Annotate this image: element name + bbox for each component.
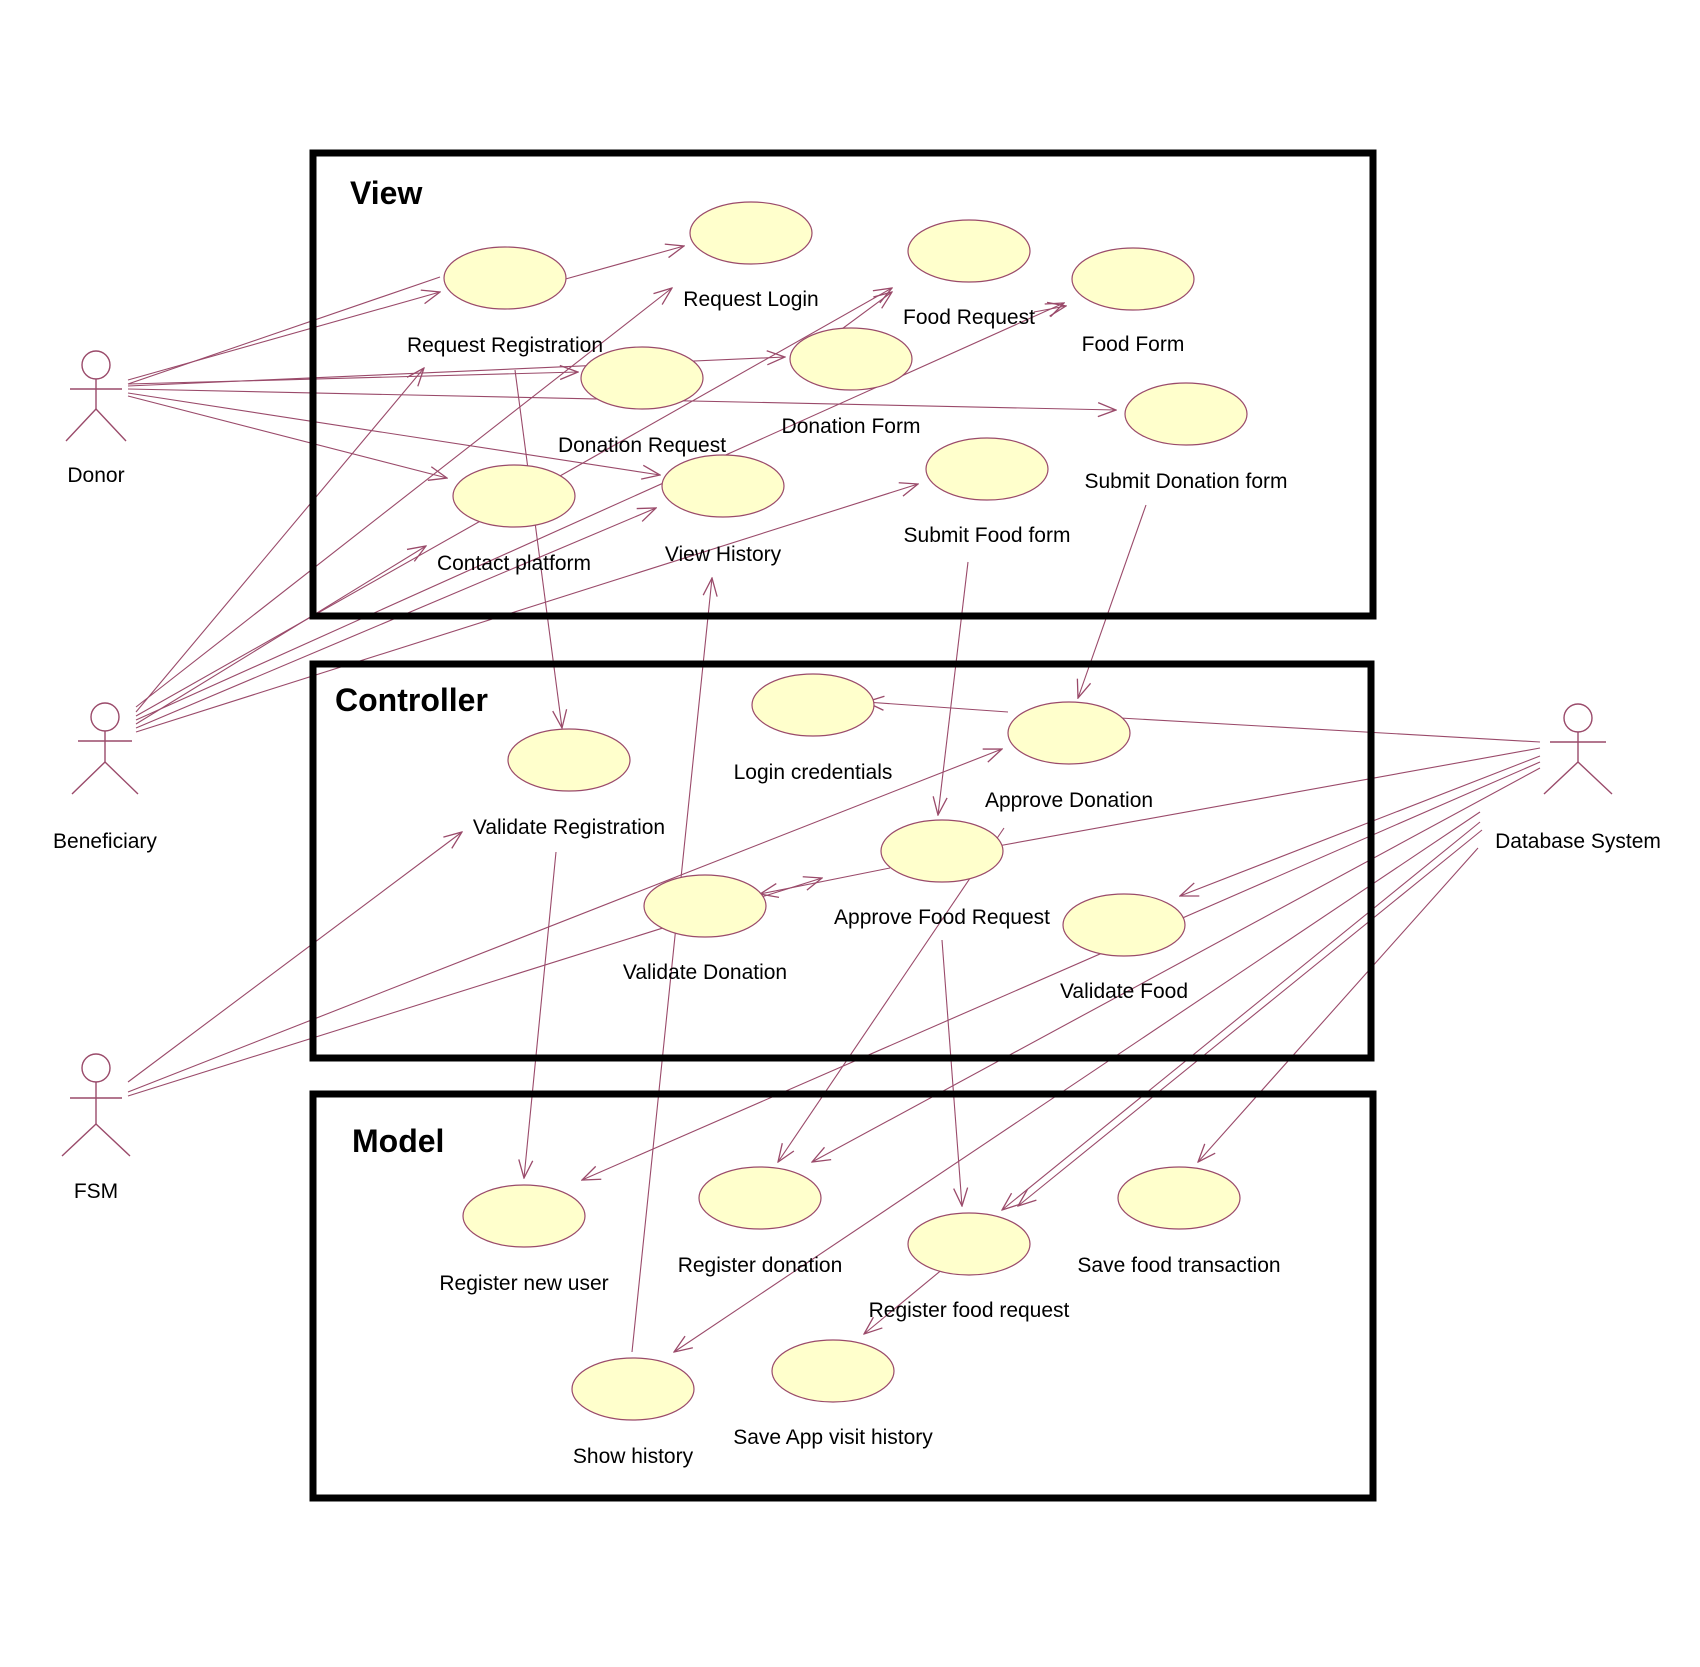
actor-beneficiary[interactable]: Beneficiary — [53, 702, 157, 853]
use-case-save-food-transaction[interactable]: Save food transaction — [1077, 1166, 1281, 1277]
use-case-login-credentials[interactable]: Login credentials — [734, 673, 893, 784]
assoc-beneficiary-request-login — [135, 288, 672, 708]
assoc-donor-request-registration — [127, 292, 440, 381]
use-case-submit-food-form[interactable]: Submit Food form — [904, 437, 1071, 547]
association-lines — [127, 246, 1541, 1353]
use-case-request-registration[interactable]: Request Registration — [407, 246, 603, 357]
incl-approve-food-register-food-request — [941, 939, 962, 1206]
use-case-show-history[interactable]: Show history — [571, 1357, 695, 1468]
incl-approve-food-validate-donation — [760, 867, 891, 894]
use-case-label: Validate Donation — [623, 961, 787, 984]
use-case-label: Register new user — [439, 1272, 608, 1295]
incl-food-request-food-form — [1033, 306, 1066, 312]
use-case-label: Login credentials — [734, 761, 893, 784]
incl-register-food-request-save-visit — [864, 1267, 945, 1334]
use-case-register-new-user[interactable]: Register new user — [439, 1184, 609, 1295]
assoc-beneficiary-food-form — [135, 303, 1064, 721]
use-case-validate-food[interactable]: Validate Food — [1060, 893, 1188, 1003]
actor-donor[interactable]: Donor — [65, 350, 127, 487]
use-case-validate-registration[interactable]: Validate Registration — [473, 728, 665, 839]
incl-submit-food-form-approve-food — [938, 561, 969, 815]
assoc-beneficiary-contact-platform — [135, 546, 426, 725]
incl-submit-donation-approve-donation — [1078, 504, 1147, 698]
package-model: Model — [309, 1090, 1377, 1502]
use-case-label: Food Request — [903, 306, 1035, 329]
actor-label-beneficiary: Beneficiary — [53, 830, 157, 853]
assoc-fsm-approve-donation — [127, 749, 1002, 1093]
use-case-view-history[interactable]: View History — [661, 454, 785, 566]
use-case-label: Request Login — [683, 288, 818, 311]
use-case-request-login[interactable]: Request Login — [683, 201, 819, 311]
package-title-view: View — [350, 175, 422, 211]
assoc-fsm-validate-registration — [127, 832, 462, 1083]
incl-validate-registration-register-user — [524, 851, 557, 1178]
use-case-label: Contact platform — [437, 552, 591, 575]
incl-reqreg-reqlogin — [561, 246, 684, 281]
actor-fsm[interactable]: FSM — [61, 1053, 131, 1203]
assoc-beneficiary-request-registration — [135, 368, 424, 713]
actor-label-donor: Donor — [67, 464, 124, 487]
use-case-save-app-visit-history[interactable]: Save App visit history — [733, 1339, 933, 1449]
use-case-label: Donation Request — [558, 434, 726, 457]
assoc-db-save-food-transaction — [1198, 847, 1479, 1162]
package-controller: Controller — [309, 660, 1375, 1062]
use-case-food-form[interactable]: Food Form — [1071, 247, 1195, 356]
use-case-label: Food Form — [1082, 333, 1185, 356]
use-case-approve-donation[interactable]: Approve Donation — [985, 701, 1153, 812]
assoc-beneficiary-submit-food-form — [135, 484, 918, 733]
use-case-label: Register donation — [678, 1254, 843, 1277]
use-case-submit-donation-form[interactable]: Submit Donation form — [1084, 382, 1288, 493]
use-case-label: Request Registration — [407, 334, 603, 357]
use-case-approve-food-request[interactable]: Approve Food Request — [834, 819, 1050, 929]
use-case-label: View History — [665, 543, 782, 566]
use-case-label: Validate Registration — [473, 816, 665, 839]
incl-reqreg-validate-registration — [514, 369, 562, 728]
use-case-validate-donation[interactable]: Validate Donation — [623, 874, 787, 984]
assoc-db-approve-donation — [1119, 717, 1541, 743]
use-case-contact-platform[interactable]: Contact platform — [437, 464, 591, 575]
use-case-label: Show history — [573, 1445, 694, 1468]
use-case-donation-request[interactable]: Donation Request — [558, 346, 726, 457]
assoc-donor-contact-platform — [127, 395, 447, 478]
use-case-food-request[interactable]: Food Request — [903, 219, 1035, 329]
package-title-controller: Controller — [335, 682, 488, 718]
use-case-label: Submit Donation form — [1084, 470, 1287, 493]
actor-label-fsm: FSM — [74, 1180, 118, 1203]
assoc-db-register-food-request-b — [1018, 829, 1483, 1206]
assoc-donor-view-history — [127, 392, 660, 475]
use-case-label: Register food request — [869, 1299, 1070, 1322]
use-case-label: Validate Food — [1060, 980, 1188, 1003]
use-case-label: Approve Donation — [985, 789, 1153, 812]
package-title-model: Model — [352, 1123, 444, 1159]
incl-show-history-view-history — [631, 578, 712, 1353]
assoc-donor-extra — [127, 276, 441, 385]
actor-label-database-system: Database System — [1495, 830, 1661, 853]
use-case-register-donation[interactable]: Register donation — [678, 1166, 843, 1277]
actor-database-system[interactable]: Database System — [1495, 703, 1661, 853]
incl-approve-food-register-donation — [778, 827, 1005, 1162]
incl-approve-donation-login — [866, 702, 1009, 713]
use-case-label: Approve Food Request — [834, 906, 1050, 929]
use-case-label: Submit Food form — [904, 524, 1071, 547]
assoc-db-show-history — [674, 811, 1481, 1352]
use-case-donation-form[interactable]: Donation Form — [782, 327, 921, 438]
assoc-db-approve-food-request — [997, 747, 1541, 847]
package-view: View — [309, 149, 1377, 620]
assoc-db-register-food-request-a — [1002, 821, 1481, 1210]
use-case-label: Save food transaction — [1077, 1254, 1280, 1277]
assoc-db-register-new-user — [582, 761, 1541, 1180]
assoc-donor-request-login — [127, 372, 578, 385]
assoc-db-validate-food — [1180, 755, 1541, 896]
use-case-label: Donation Form — [782, 415, 921, 438]
use-case-label: Save App visit history — [733, 1426, 933, 1449]
use-case-register-food-request[interactable]: Register food request — [869, 1212, 1070, 1322]
